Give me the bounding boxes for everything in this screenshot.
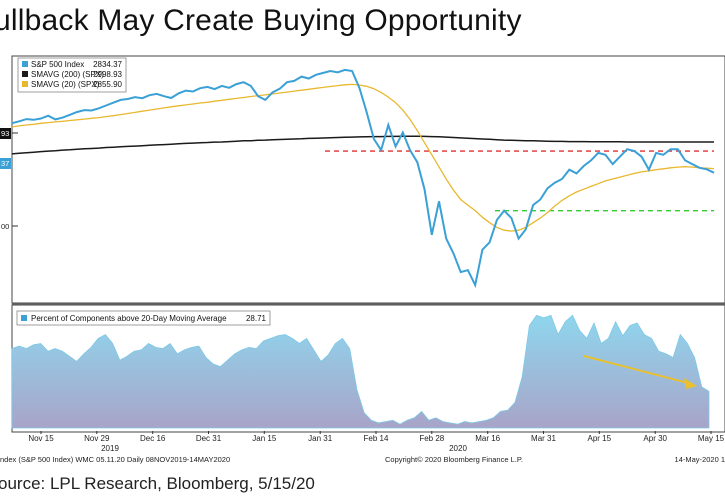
x-tick-label: Apr 30: [643, 434, 667, 443]
x-tick-label: Feb 14: [364, 434, 389, 443]
x-tick-label: Nov 15: [28, 434, 54, 443]
legend-spx-swatch: [22, 61, 28, 67]
sma20-line: [11, 83, 715, 232]
sma200-line: [11, 135, 714, 155]
legend-sma20-label: SMAVG (20) (SPX): [31, 80, 100, 89]
trend-arrow-head: [684, 378, 697, 389]
trend-arrow-line: [583, 355, 689, 384]
footer-center: Copyright© 2020 Bloomberg Finance L.P.: [385, 455, 523, 464]
source-note: ource: LPL Research, Bloomberg, 5/15/20: [0, 474, 315, 493]
x-tick-label: Jan 31: [308, 434, 333, 443]
year-label-2019: 2019: [101, 444, 119, 453]
x-tick-label: Feb 28: [419, 434, 444, 443]
tag-mid-text: 37: [1, 159, 9, 168]
x-axis: Nov 15 Nov 29 Dec 16 Dec 31 Jan 15 Jan 31 Feb …: [28, 431, 725, 443]
x-tick-label: Nov 29: [84, 434, 110, 443]
spx-line: [11, 68, 715, 289]
legend-sma200-value: 2998.93: [93, 70, 122, 79]
legend-sma20-value: 2855.90: [93, 80, 122, 89]
page-title: ullback May Create Buying Opportunity: [0, 4, 522, 37]
x-tick-label: Dec 31: [196, 434, 222, 443]
legend-sma200-swatch: [22, 71, 28, 77]
tag-mid-box: [0, 158, 11, 169]
breadth-legend-swatch: [21, 315, 27, 321]
breadth-area: [11, 314, 710, 429]
breadth-legend-label: Percent of Components above 20-Day Movin…: [31, 314, 227, 323]
breadth-legend-box: [16, 310, 271, 326]
x-tick-label: Mar 31: [531, 434, 556, 443]
legend-spx-label: S&P 500 Index: [31, 60, 84, 69]
price-legend-box: [17, 57, 127, 93]
year-label-2020: 2020: [449, 444, 467, 453]
x-tick-label: Jan 15: [252, 434, 277, 443]
legend-sma20-swatch: [22, 81, 28, 87]
price-legend: S&P 500 Index 2834.37 SMAVG (200) (SPX) …: [17, 57, 127, 93]
breadth-legend: Percent of Components above 20-Day Movin…: [16, 310, 271, 326]
tag-low-text: 00: [1, 222, 9, 231]
tag-top-box: [0, 128, 11, 139]
legend-sma200-label: SMAVG (200) (SPX): [31, 70, 104, 79]
tag-top-text: 93: [1, 129, 9, 138]
legend-spx-value: 2834.37: [93, 60, 122, 69]
x-tick-label: Mar 16: [475, 434, 500, 443]
x-tick-label: Dec 16: [140, 434, 166, 443]
footer-left: ndex (S&P 500 Index) WMC 05.11.20 Daily …: [0, 455, 230, 464]
price-panel-frame: [11, 55, 725, 304]
x-tick-label: Apr 15: [588, 434, 612, 443]
footer-right: 14-May-2020 1: [675, 455, 725, 464]
breadth-legend-value: 28.71: [246, 314, 267, 323]
x-tick-label: May 15: [698, 434, 725, 443]
